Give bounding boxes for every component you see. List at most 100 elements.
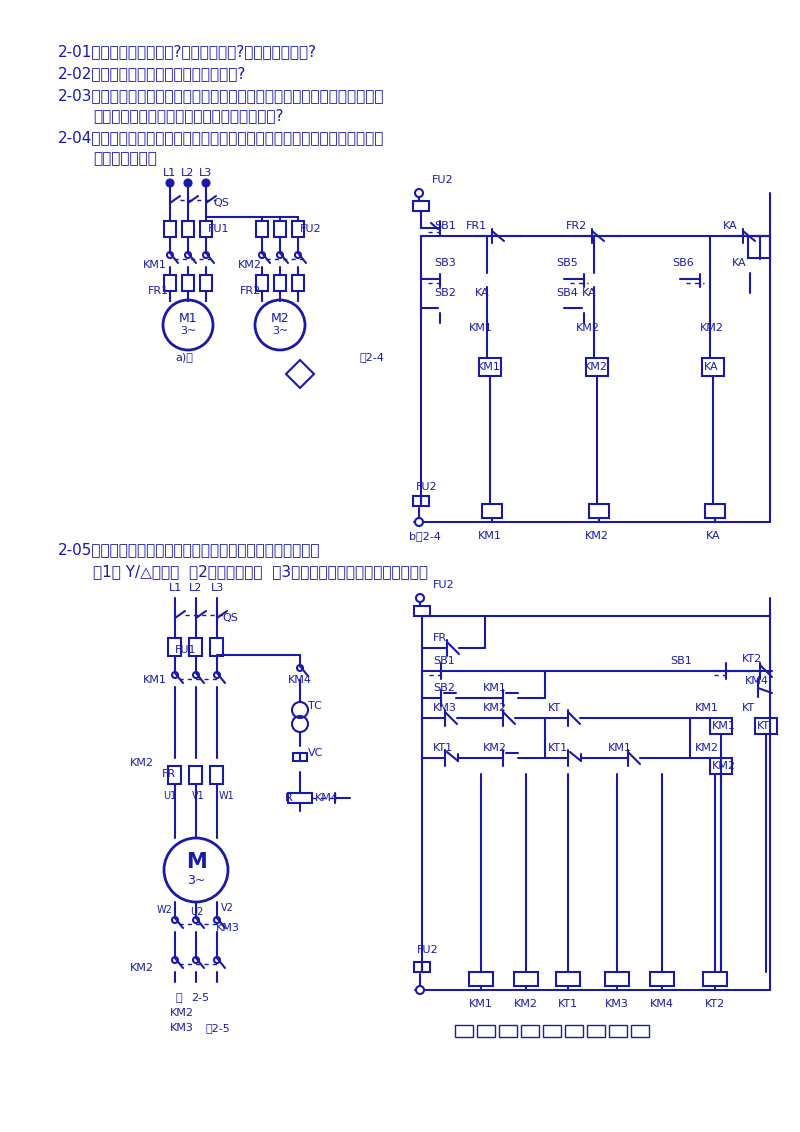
Text: KM1: KM1: [469, 323, 493, 333]
Bar: [482, 504, 502, 518]
Text: KM3: KM3: [216, 923, 240, 933]
Text: KM2: KM2: [170, 1007, 194, 1018]
Circle shape: [185, 180, 191, 187]
Text: 2-03、在有自动控制的机床上，电动机由于过载而自动停车后，有人立即按启: 2-03、在有自动控制的机床上，电动机由于过载而自动停车后，有人立即按启: [58, 88, 385, 103]
Text: L1: L1: [168, 583, 182, 593]
Text: 2-05、试设计某机床主轴电动机的主电路和控制电路。要求：: 2-05、试设计某机床主轴电动机的主电路和控制电路。要求：: [58, 542, 321, 557]
Bar: [413, 201, 429, 211]
Text: 3~: 3~: [187, 874, 205, 886]
Bar: [168, 766, 181, 784]
Bar: [256, 221, 268, 237]
Text: SB1: SB1: [433, 657, 454, 666]
Text: 车的控制线路。: 车的控制线路。: [93, 152, 157, 166]
Text: QS: QS: [213, 198, 229, 208]
Text: KM2: KM2: [130, 963, 154, 974]
Text: SB1: SB1: [670, 657, 692, 666]
Bar: [587, 1024, 605, 1037]
Text: FR1: FR1: [466, 221, 487, 231]
Text: KM4: KM4: [288, 675, 312, 685]
Text: 2-5: 2-5: [191, 993, 209, 1003]
Text: 图: 图: [176, 993, 182, 1003]
Bar: [556, 972, 580, 986]
Text: （1） Y/△启动；  （2）能耗制动；  （3）电路有短路、过载和失压保护。: （1） Y/△启动； （2）能耗制动； （3）电路有短路、过载和失压保护。: [93, 565, 428, 580]
Text: KM1: KM1: [143, 260, 167, 271]
Text: KT1: KT1: [433, 743, 453, 753]
Text: KM2: KM2: [238, 260, 262, 271]
Text: KT1: KT1: [558, 1000, 578, 1009]
Text: KM4: KM4: [745, 676, 769, 686]
Text: FU2: FU2: [433, 580, 454, 590]
Bar: [182, 275, 194, 291]
Text: 动按鈕，但不能开车，试说明可能是什么原因?: 动按鈕，但不能开车，试说明可能是什么原因?: [93, 109, 283, 123]
Text: 2-02、什么是互锁环节，它起到什么作用?: 2-02、什么是互锁环节，它起到什么作用?: [58, 67, 246, 82]
Text: KM2: KM2: [712, 761, 736, 771]
Text: KM4: KM4: [315, 794, 339, 803]
Bar: [605, 972, 629, 986]
Text: SB2: SB2: [434, 288, 456, 298]
Text: FU1: FU1: [208, 224, 230, 234]
Text: U2: U2: [190, 907, 203, 917]
Circle shape: [202, 180, 210, 187]
Text: 2-01、自锁环节怎样组成?它起什么作用?并具有什么功能?: 2-01、自锁环节怎样组成?它起什么作用?并具有什么功能?: [58, 44, 317, 60]
Text: FU2: FU2: [432, 175, 454, 185]
Text: KM2: KM2: [483, 743, 507, 753]
Text: SB3: SB3: [434, 258, 456, 268]
Text: M1: M1: [178, 312, 198, 326]
Text: KT: KT: [742, 703, 755, 713]
Text: KM1: KM1: [712, 721, 736, 731]
Bar: [189, 638, 202, 657]
Circle shape: [415, 189, 423, 197]
Text: 图2-4: 图2-4: [360, 352, 385, 362]
Text: FR2: FR2: [240, 286, 262, 295]
Bar: [182, 221, 194, 237]
Bar: [703, 972, 727, 986]
Text: FR1: FR1: [148, 286, 169, 295]
Bar: [565, 1024, 583, 1037]
Bar: [609, 1024, 627, 1037]
Text: M: M: [186, 852, 206, 872]
Bar: [164, 275, 176, 291]
Text: KM2: KM2: [130, 758, 154, 767]
Text: KT1: KT1: [548, 743, 568, 753]
Bar: [274, 221, 286, 237]
Text: SB2: SB2: [433, 683, 455, 693]
Text: KM2: KM2: [585, 531, 609, 541]
Text: 2-04、有二台电动机，试拟定一个既能分别启动、停止，又可以同时启动、停: 2-04、有二台电动机，试拟定一个既能分别启动、停止，又可以同时启动、停: [58, 130, 384, 146]
Text: 3~: 3~: [272, 326, 288, 336]
Text: FU1: FU1: [175, 645, 197, 655]
Circle shape: [166, 180, 174, 187]
Text: KT2: KT2: [742, 654, 762, 664]
Bar: [274, 275, 286, 291]
Bar: [479, 358, 501, 376]
Bar: [710, 758, 732, 774]
Text: L1: L1: [163, 168, 177, 178]
Bar: [210, 766, 223, 784]
Text: KA: KA: [732, 258, 746, 268]
Circle shape: [416, 986, 424, 994]
Text: KM1: KM1: [477, 362, 501, 372]
Circle shape: [416, 594, 424, 602]
Bar: [200, 221, 212, 237]
Text: FR: FR: [162, 769, 176, 779]
Text: L2: L2: [190, 583, 202, 593]
Bar: [414, 606, 430, 616]
Text: W1: W1: [219, 791, 234, 801]
Text: KM2: KM2: [700, 323, 724, 333]
Bar: [189, 766, 202, 784]
Text: V1: V1: [192, 791, 205, 801]
Bar: [521, 1024, 539, 1037]
Text: KM2: KM2: [514, 1000, 538, 1009]
Bar: [702, 358, 724, 376]
Text: a)图: a)图: [175, 352, 193, 362]
Text: VC: VC: [308, 748, 323, 758]
Text: SB6: SB6: [672, 258, 694, 268]
Text: KM3: KM3: [433, 703, 457, 713]
Bar: [543, 1024, 561, 1037]
Bar: [499, 1024, 517, 1037]
Text: KM2: KM2: [576, 323, 600, 333]
Text: 3~: 3~: [180, 326, 196, 336]
Bar: [210, 638, 223, 657]
Text: KM2: KM2: [483, 703, 507, 713]
Bar: [455, 1024, 473, 1037]
Bar: [748, 235, 770, 258]
